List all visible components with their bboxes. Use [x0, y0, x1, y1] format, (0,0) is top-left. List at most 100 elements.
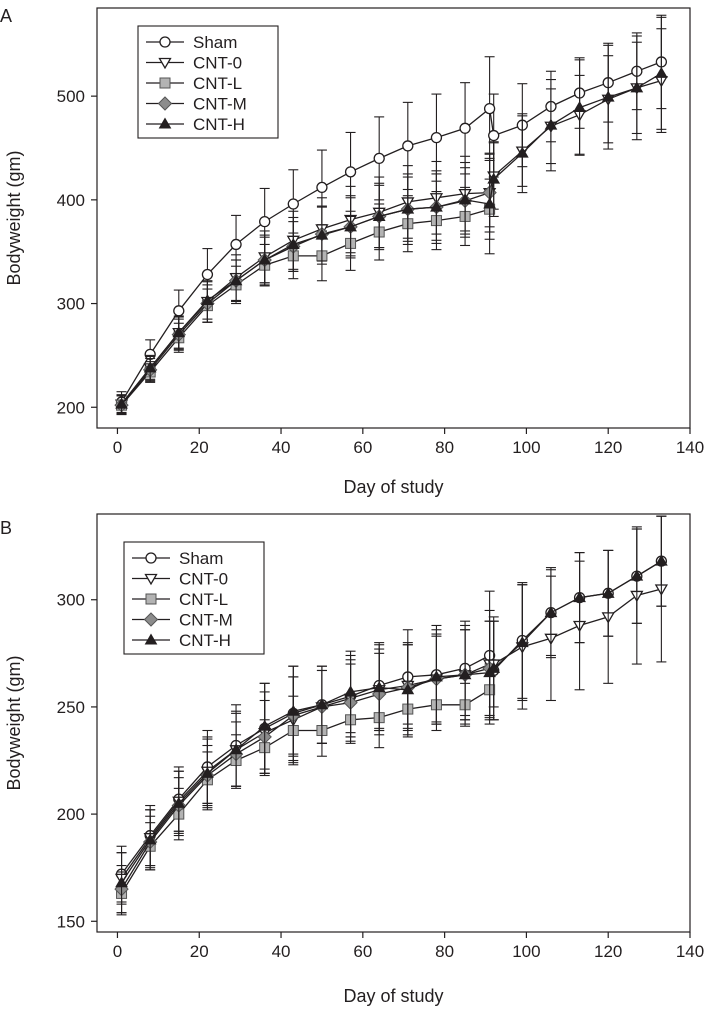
x-tick-label: 60	[353, 438, 372, 457]
series-cnt-m	[114, 620, 497, 914]
marker-point	[459, 122, 471, 134]
legend-label: CNT-L	[193, 74, 242, 93]
marker-point	[201, 766, 214, 778]
legend-label: CNT-0	[193, 54, 242, 73]
x-axis-label: Day of study	[343, 986, 443, 1006]
y-axis-label: Bodyweight (gm)	[4, 150, 24, 285]
marker-point	[430, 131, 443, 144]
marker-point	[544, 118, 558, 130]
marker-point	[483, 102, 496, 115]
marker-point	[630, 81, 644, 93]
marker-point	[573, 101, 586, 113]
legend-item: CNT-0	[146, 54, 242, 73]
legend-item: CNT-0	[132, 570, 228, 589]
marker-point	[630, 569, 644, 581]
y-tick-label: 250	[57, 698, 85, 717]
y-tick-label: 500	[57, 87, 85, 106]
marker-point	[143, 612, 159, 627]
marker-point	[173, 305, 185, 317]
panel-b: B 0 20 40 60 80 100 120 140 150 200 250 300 Day of st…	[0, 513, 704, 1006]
marker-point	[601, 90, 615, 102]
marker-point	[144, 573, 158, 586]
y-tick-label: 300	[57, 591, 85, 610]
x-tick-label: 100	[512, 438, 540, 457]
marker-point	[287, 198, 299, 210]
legend-label: CNT-M	[179, 611, 233, 630]
x-tick-label: 40	[272, 942, 291, 961]
marker-point	[401, 683, 415, 695]
marker-point	[258, 253, 272, 265]
marker-point	[201, 293, 214, 305]
marker-point	[488, 129, 500, 142]
y-tick-label: 200	[57, 805, 85, 824]
y-tick-label: 200	[57, 398, 85, 417]
marker-point	[573, 591, 586, 603]
marker-point	[515, 146, 529, 158]
y-tick-label: 150	[57, 912, 85, 931]
marker-point	[372, 209, 386, 221]
marker-point	[258, 719, 272, 731]
marker-point	[372, 681, 386, 693]
marker-point	[145, 552, 157, 564]
series-cnt-l	[116, 178, 496, 416]
marker-point	[458, 668, 472, 680]
legend-label: CNT-0	[179, 570, 228, 589]
legend-label: CNT-L	[179, 590, 228, 609]
marker-point	[143, 833, 157, 845]
x-tick-label: 20	[190, 438, 209, 457]
marker-point	[172, 326, 186, 338]
legend-label: Sham	[193, 33, 237, 52]
marker-point	[401, 202, 415, 214]
marker-point	[655, 554, 668, 566]
x-tick-label: 0	[113, 438, 122, 457]
marker-point	[544, 606, 558, 618]
marker-point	[230, 238, 242, 251]
series-cnt-l	[116, 663, 496, 916]
panel-label: A	[0, 6, 12, 26]
x-tick-label: 80	[435, 438, 454, 457]
y-axis-label: Bodyweight (gm)	[4, 655, 24, 790]
marker-point	[145, 593, 157, 605]
marker-point	[601, 586, 615, 598]
marker-point	[172, 796, 186, 808]
marker-point	[286, 237, 300, 249]
panel-label: B	[0, 518, 12, 538]
marker-point	[316, 181, 328, 194]
legend-item: CNT-H	[132, 631, 231, 650]
legend-item: Sham	[146, 33, 237, 52]
marker-point	[315, 698, 329, 710]
x-tick-label: 120	[594, 438, 622, 457]
x-tick-label: 120	[594, 942, 622, 961]
marker-point	[458, 193, 472, 205]
x-tick-label: 0	[113, 942, 122, 961]
marker-point	[143, 361, 157, 373]
series-cnt-h	[115, 16, 668, 415]
marker-point	[430, 200, 443, 212]
marker-point	[402, 140, 414, 152]
x-tick-label: 60	[353, 942, 372, 961]
marker-point	[144, 633, 158, 645]
marker-point	[655, 66, 668, 78]
marker-point	[286, 704, 300, 716]
series-cnt-h	[115, 515, 668, 914]
legend-item: CNT-L	[132, 590, 228, 609]
plot-frame	[96, 513, 691, 933]
marker-point	[373, 152, 385, 165]
y-tick-label: 300	[57, 295, 85, 314]
marker-point	[159, 77, 171, 89]
legend-label: CNT-M	[193, 95, 247, 114]
x-tick-label: 40	[272, 438, 291, 457]
x-tick-label: 20	[190, 942, 209, 961]
marker-point	[344, 685, 357, 697]
x-axis-label: Day of study	[343, 477, 443, 497]
marker-point	[430, 670, 443, 682]
marker-point	[159, 36, 171, 48]
marker-point	[259, 215, 271, 228]
legend-label: Sham	[179, 549, 223, 568]
plot-frame	[96, 7, 691, 429]
series-line	[120, 689, 490, 894]
marker-point	[158, 57, 172, 70]
